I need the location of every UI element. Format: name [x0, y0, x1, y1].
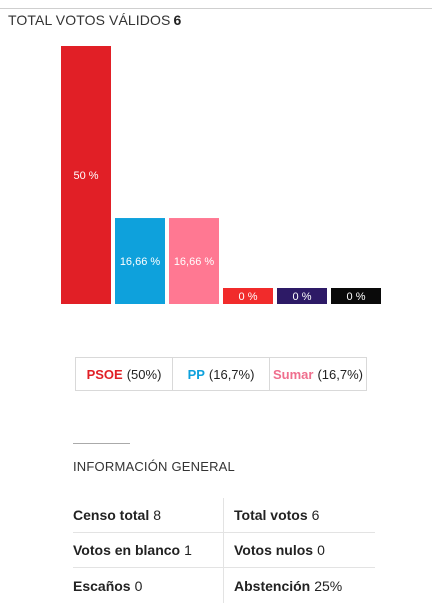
- info-value: 25%: [314, 577, 343, 594]
- legend-party-name: PSOE: [86, 366, 123, 382]
- info-cell-total-votes: Total votos 6: [224, 498, 375, 532]
- legend-party-pct: (16,7%): [208, 366, 255, 382]
- info-cell-census: Censo total 8: [73, 498, 224, 532]
- info-cell-seats: Escaños 0: [73, 568, 224, 603]
- info-grid: Censo total 8 Total votos 6 Votos en blanc…: [73, 498, 375, 603]
- info-row: Votos en blanco 1 Votos nulos 0: [73, 533, 375, 568]
- legend-party-pct: (16,7%): [317, 366, 363, 382]
- legend-item-sumar[interactable]: Sumar (16,7%): [269, 358, 366, 390]
- bar-1: [61, 46, 111, 304]
- info-value: 0: [317, 542, 325, 558]
- bar-value-label: 16,66 %: [174, 256, 215, 268]
- bar-value-label: 50 %: [73, 170, 98, 182]
- total-valid-votes-header: TOTAL VOTOS VÁLIDOS 6: [8, 12, 181, 28]
- bar-value-label: 0 %: [347, 291, 366, 303]
- bar-6: [331, 288, 381, 304]
- info-cell-null-votes: Votos nulos 0: [224, 533, 375, 567]
- info-label: Censo total: [73, 507, 150, 523]
- info-cell-abstention: Abstención 25%: [224, 568, 375, 603]
- bar-value-label: 0 %: [293, 291, 312, 303]
- results-bar-chart: 50 % 16,66 % 16,66 % 0 % 0 % 0 %: [61, 46, 381, 304]
- legend-party-name: Sumar: [273, 366, 314, 382]
- bar-4: [223, 288, 273, 304]
- info-label: Escaños: [73, 577, 131, 594]
- legend-item-psoe[interactable]: PSOE (50%): [76, 358, 172, 390]
- info-value: 8: [153, 507, 162, 523]
- info-label: Votos nulos: [234, 542, 314, 558]
- info-value: 6: [311, 507, 320, 523]
- bar-3: [169, 218, 219, 304]
- bar-2: [115, 218, 165, 304]
- info-label: Votos en blanco: [73, 542, 181, 558]
- info-divider: [73, 443, 130, 444]
- legend-item-pp[interactable]: PP (16,7%): [172, 358, 269, 390]
- info-value: 1: [184, 542, 192, 558]
- info-row: Censo total 8 Total votos 6: [73, 498, 375, 533]
- info-label: Abstención: [234, 577, 311, 594]
- info-value: 0: [134, 577, 143, 594]
- total-valid-votes-label: TOTAL VOTOS VÁLIDOS: [8, 12, 171, 28]
- info-section-title: INFORMACIÓN GENERAL: [73, 459, 235, 474]
- info-cell-blank-votes: Votos en blanco 1: [73, 533, 224, 567]
- bar-5: [277, 288, 327, 304]
- bar-value-label: 16,66 %: [120, 256, 161, 268]
- legend-party-name: PP: [187, 366, 205, 382]
- info-label: Total votos: [234, 507, 308, 523]
- legend-party-pct: (50%): [126, 366, 162, 382]
- info-row: Escaños 0 Abstención 25%: [73, 568, 375, 603]
- total-valid-votes-count: 6: [173, 12, 182, 28]
- top-divider: [0, 8, 432, 9]
- party-legend: PSOE (50%) PP (16,7%) Sumar (16,7%): [75, 357, 367, 391]
- bar-value-label: 0 %: [239, 291, 258, 303]
